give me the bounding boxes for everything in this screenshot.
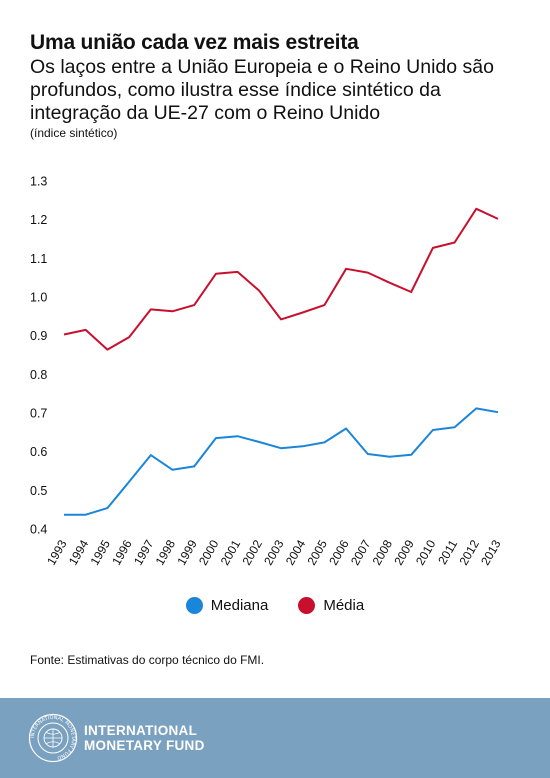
x-tick-label: 2003 [261,537,287,567]
y-tick-label: 1.2 [30,213,47,227]
x-tick-label: 2001 [218,537,244,567]
x-tick-label: 1997 [131,537,157,567]
unit-note: (índice sintético) [30,126,118,140]
series-line-media [63,207,499,351]
x-tick-label: 2011 [435,537,460,567]
x-tick-label: 2008 [370,537,396,567]
x-tick-label: 2000 [196,537,222,567]
imf-footer: INTERNATIONAL MONETARY FUND INTERNATIONA… [0,698,550,778]
y-tick-label: 0.7 [30,407,47,421]
line-chart: 0.40.50.60.70.80.91.01.11.21.31993199419… [30,175,504,568]
y-tick-label: 0.4 [30,523,47,537]
y-tick-label: 0.8 [30,368,47,382]
y-tick-label: 1.3 [30,175,47,189]
legend-label-mediana: Mediana [210,597,269,614]
x-tick-label: 1996 [109,537,135,567]
y-tick-label: 0.5 [30,484,47,498]
x-tick-label: 1995 [88,537,114,567]
source-note: Fonte: Estimativas do corpo técnico do F… [30,653,265,667]
imf-seal-icon: INTERNATIONAL MONETARY FUND [28,713,78,763]
imf-name-line2: MONETARY FUND [84,738,205,753]
imf-name-line1: INTERNATIONAL [84,723,198,738]
x-tick-label: 2012 [456,537,482,567]
x-tick-label: 2004 [283,537,309,567]
legend-swatch-mediana [185,597,203,614]
x-tick-label: 2009 [391,537,417,567]
x-tick-label: 2010 [413,537,439,567]
x-tick-label: 1993 [44,537,70,567]
x-tick-label: 2005 [305,537,331,567]
series-line-mediana [64,407,499,516]
legend-label-media: Média [323,597,365,614]
legend-item-mediana: Mediana [185,597,269,614]
x-tick-label: 1999 [174,537,200,567]
y-tick-label: 1.1 [30,252,47,266]
x-tick-label: 1994 [66,537,92,567]
x-tick-label: 1998 [153,537,179,567]
x-tick-label: 2007 [348,537,374,567]
imf-wordmark: INTERNATIONAL MONETARY FUND [84,723,205,753]
chart-subtitle: Os laços entre a União Europeia e o Rein… [30,56,494,124]
legend-swatch-media [298,597,316,614]
x-tick-label: 2006 [326,537,352,567]
chart-legend: Mediana Média [0,597,550,614]
y-tick-label: 0.9 [30,329,47,343]
y-tick-label: 1.0 [30,291,47,305]
chart-title: Uma união cada vez mais estreita [30,31,359,54]
legend-item-media: Média [298,597,364,614]
x-tick-label: 2002 [239,537,265,567]
y-tick-label: 0.6 [30,445,47,459]
x-tick-label: 2013 [478,537,504,567]
